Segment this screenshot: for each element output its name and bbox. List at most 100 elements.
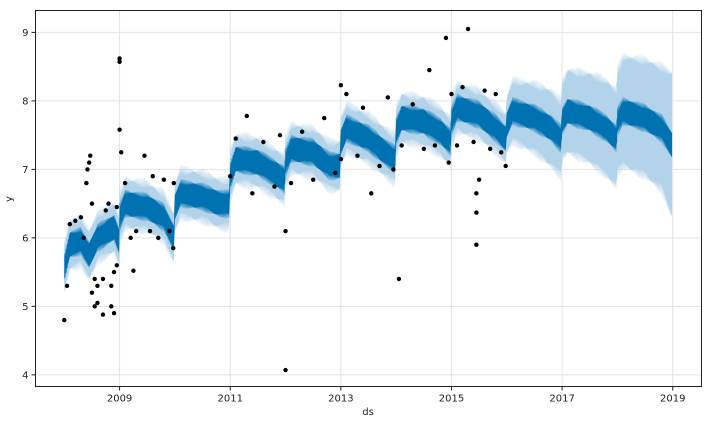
observed-point	[92, 304, 97, 309]
observed-point	[167, 228, 172, 234]
observed-point	[81, 235, 86, 241]
observed-point	[360, 105, 366, 110]
grid-lines	[35, 10, 702, 387]
observed-point	[460, 85, 465, 90]
y-tick-label: 8	[22, 96, 28, 107]
observed-point	[283, 367, 288, 373]
x-tick-label: 2015	[439, 394, 464, 405]
observed-point	[482, 88, 487, 93]
observed-point	[338, 82, 344, 88]
plot-frame	[35, 10, 702, 387]
x-tick-label: 2019	[660, 394, 685, 405]
observed-point	[283, 228, 288, 234]
observed-point	[369, 191, 374, 196]
observed-point	[73, 218, 78, 223]
observed-point	[114, 263, 120, 268]
observed-point	[84, 180, 89, 186]
y-tick-label: 9	[22, 28, 28, 39]
observed-point	[310, 177, 316, 182]
observed-point	[396, 276, 402, 282]
observed-point	[92, 276, 97, 282]
observed-point	[128, 235, 133, 241]
observed-point	[421, 146, 427, 152]
observed-point	[377, 163, 382, 169]
x-tick-label: 2009	[107, 394, 132, 405]
observed-point	[142, 153, 147, 158]
observed-point	[471, 139, 476, 145]
observed-point	[250, 191, 255, 196]
observed-points	[62, 26, 508, 373]
x-tick-label: 2013	[328, 394, 353, 405]
observed-point	[78, 215, 84, 220]
observed-point	[100, 276, 106, 282]
observed-point	[299, 129, 305, 134]
observed-point	[95, 300, 100, 306]
observed-point	[322, 115, 327, 121]
observed-point	[338, 156, 344, 162]
x-tick-label: 2017	[549, 394, 574, 405]
observed-point	[119, 150, 124, 155]
observed-point	[122, 180, 128, 186]
forecast-band-weekly	[64, 93, 673, 283]
observed-point	[385, 95, 391, 100]
observed-point	[62, 317, 67, 323]
observed-point	[427, 67, 432, 73]
observed-point	[446, 160, 451, 165]
observed-point	[277, 132, 283, 138]
y-tick-label: 5	[22, 302, 28, 313]
observed-point	[410, 102, 415, 107]
observed-point	[109, 304, 114, 309]
observed-point	[474, 210, 479, 215]
observed-point	[233, 136, 238, 141]
observed-point	[111, 269, 117, 275]
observed-point	[133, 228, 139, 234]
observed-point	[171, 180, 176, 186]
y-tick-label: 6	[22, 233, 28, 244]
observed-point	[64, 283, 70, 289]
x-axis-label: ds	[362, 407, 374, 418]
observed-point	[454, 143, 460, 148]
observed-point	[272, 184, 277, 189]
observed-point	[156, 235, 161, 241]
axis-ticks: 2009 2011 2013 2015 2017 2019 4 5 6 7 8 9	[22, 28, 685, 405]
uncertainty-interval	[64, 52, 673, 296]
x-tick-label: 2011	[217, 394, 242, 405]
observed-point	[67, 221, 72, 227]
observed-point	[432, 143, 438, 148]
observed-point	[493, 91, 498, 97]
observed-point	[106, 201, 111, 206]
observed-point	[261, 139, 266, 145]
observed-point	[103, 208, 108, 213]
y-tick-label: 7	[22, 165, 28, 176]
observed-point	[344, 91, 349, 97]
observed-point	[85, 167, 90, 172]
y-axis-label: y	[4, 196, 15, 202]
observed-point	[111, 311, 117, 316]
observed-point	[95, 283, 100, 289]
observed-point	[161, 177, 167, 182]
observed-point	[228, 174, 233, 179]
observed-point	[449, 91, 454, 97]
observed-point	[89, 201, 95, 206]
observed-point	[474, 242, 479, 247]
observed-point	[503, 163, 508, 169]
observed-point	[465, 26, 471, 32]
observed-point	[117, 59, 122, 65]
observed-point	[499, 150, 504, 155]
observed-point	[333, 170, 338, 176]
observed-point	[117, 127, 122, 132]
observed-point	[355, 153, 360, 158]
observed-point	[244, 113, 250, 119]
observed-point	[443, 35, 449, 41]
observed-point	[86, 160, 92, 165]
observed-point	[474, 191, 479, 196]
observed-point	[391, 167, 396, 172]
observed-point	[147, 228, 153, 234]
observed-point	[399, 143, 404, 148]
observed-point	[88, 153, 93, 158]
observed-point	[117, 56, 122, 61]
observed-point	[487, 146, 493, 152]
observed-point	[100, 312, 106, 317]
observed-point	[109, 283, 114, 289]
